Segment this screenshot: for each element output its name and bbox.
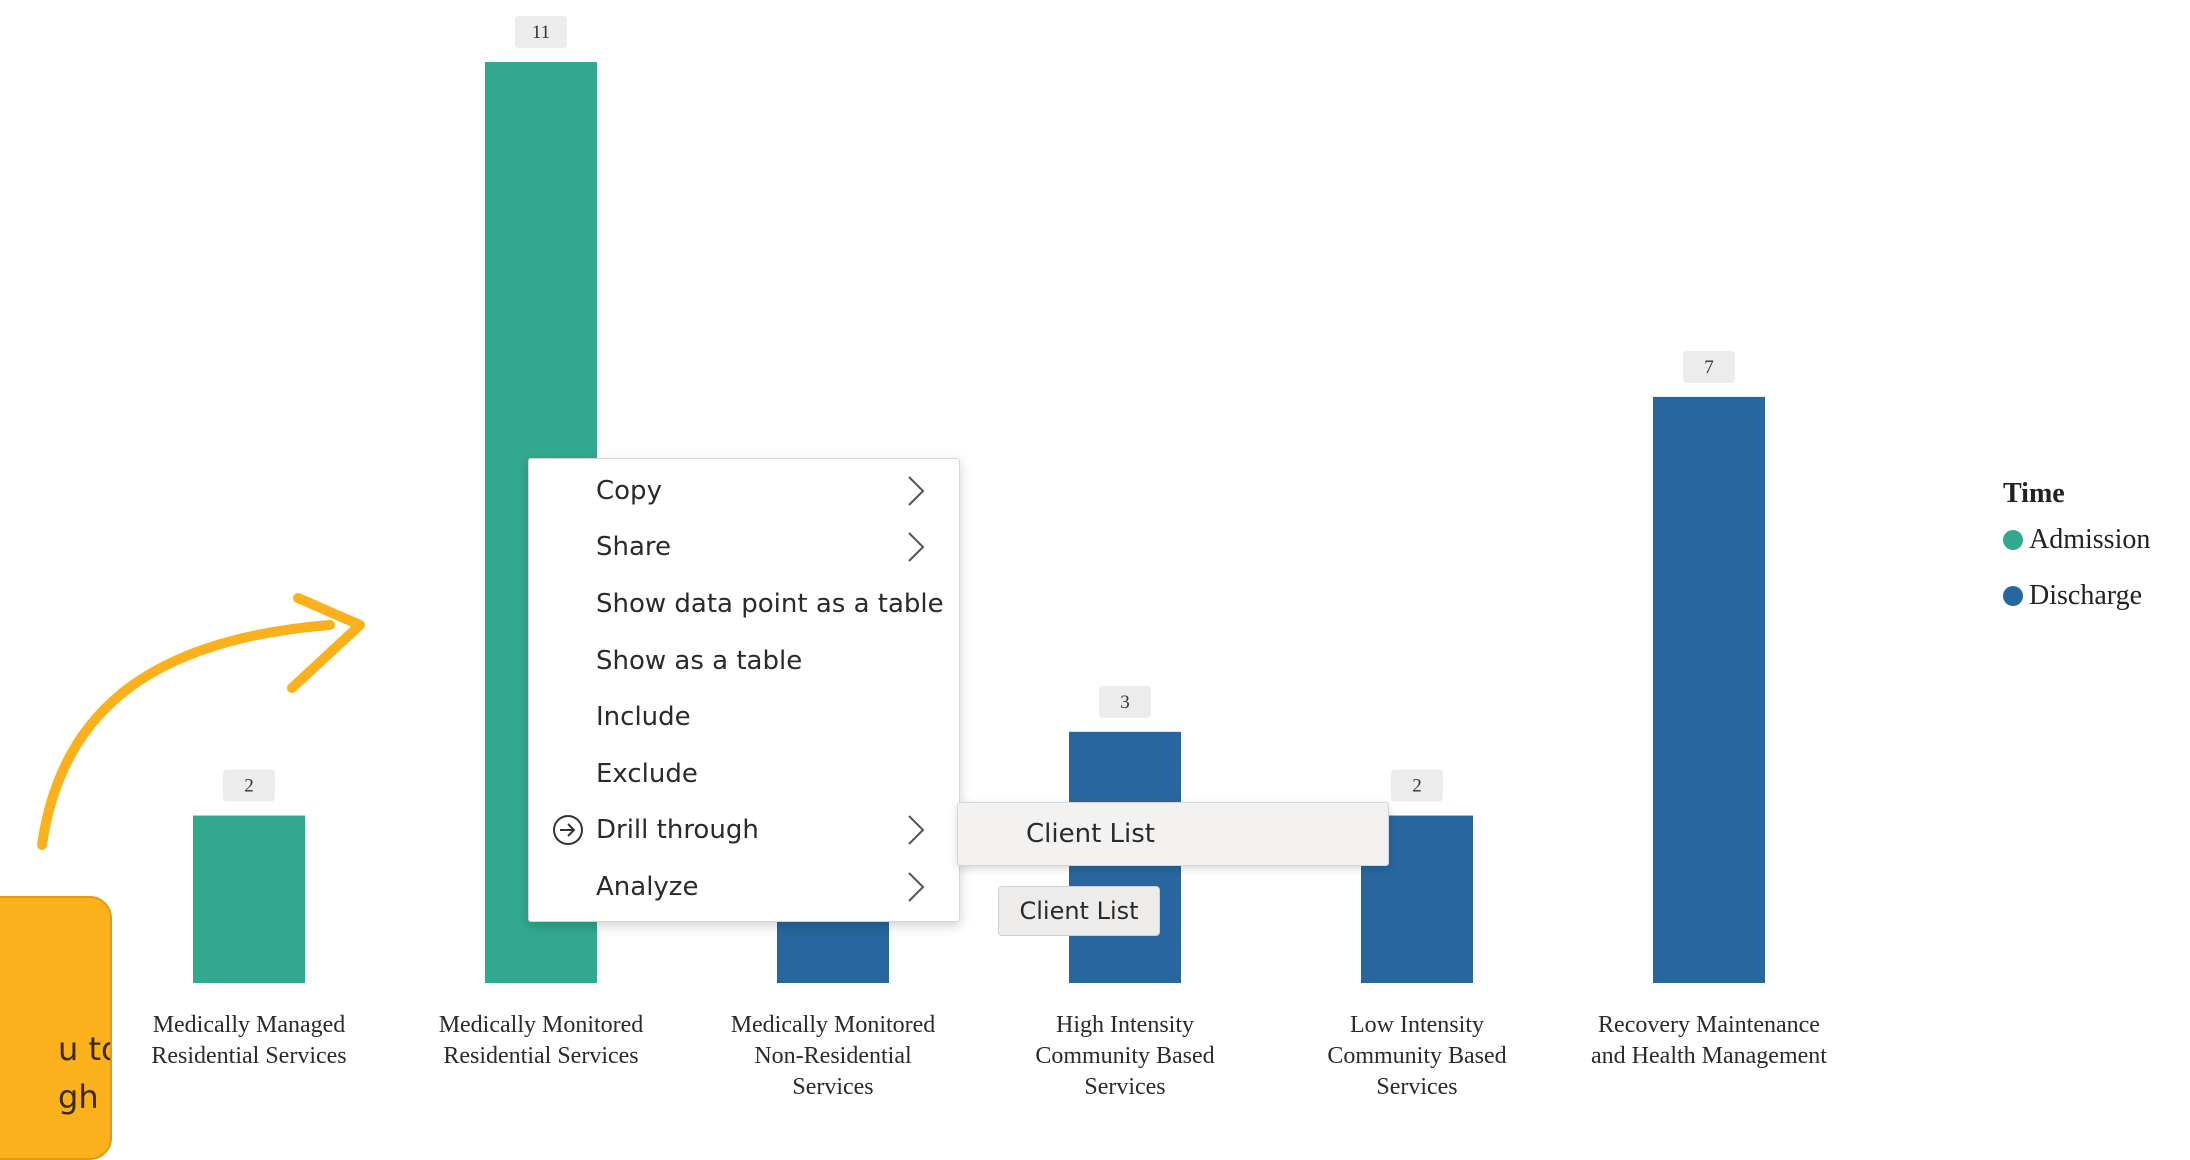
chevron-right-icon (908, 532, 925, 562)
menu-item-copy[interactable]: Copy (529, 463, 959, 519)
data-label: 3 (1099, 685, 1151, 718)
legend-title: Time (2003, 478, 2065, 509)
chevron-right-icon (908, 815, 925, 845)
data-label: 2 (1391, 769, 1443, 802)
data-label: 2 (223, 769, 275, 802)
data-label: 11 (515, 16, 567, 48)
data-label-text: 3 (1120, 692, 1130, 713)
x-tick-label: Low Intensity Community Based Services (1327, 1012, 1506, 1100)
x-tick-label: Medically Monitored Non-Residential Servic… (731, 1012, 936, 1100)
data-label-text: 11 (532, 22, 550, 43)
data-label: 7 (1683, 350, 1735, 383)
legend-dot-icon (2003, 586, 2023, 606)
legend-dot-icon (2003, 530, 2023, 550)
data-label-text: 7 (1704, 357, 1714, 378)
callout-box: g u to gh (0, 896, 112, 1160)
bar-discharge-5[interactable] (1653, 396, 1765, 984)
legend-label: Admission (2029, 524, 2151, 555)
x-tick-label: Recovery Maintenance and Health Managemen… (1591, 1012, 1827, 1069)
menu-item-label: Analyze (596, 872, 699, 902)
callout-text-line: u to (58, 1030, 110, 1068)
submenu-item-label: Client List (1026, 819, 1155, 849)
x-tick-label: High Intensity Community Based Services (1035, 1012, 1214, 1100)
legend-item-discharge[interactable]: Discharge (2003, 580, 2150, 612)
drill-through-icon (553, 815, 583, 845)
menu-item-label: Include (596, 702, 691, 732)
tooltip: Client List (998, 886, 1160, 936)
menu-item-show-as-table[interactable]: Show as a table (529, 633, 959, 689)
bar-chart: 2 11 3 2 7 Medically Managed Residential Servi… (151, 16, 1827, 1100)
data-label-text: 2 (244, 776, 254, 797)
legend-label: Discharge (2029, 580, 2142, 611)
context-menu: Copy Share Show data point as a table Sh… (528, 458, 960, 922)
menu-item-label: Drill through (596, 815, 759, 845)
data-label-background (1683, 350, 1735, 383)
chevron-right-icon (908, 476, 925, 506)
menu-item-analyze[interactable]: Analyze (529, 859, 959, 915)
submenu-item-client-list[interactable]: Client List (957, 802, 1389, 866)
menu-item-drill-through[interactable]: Drill through (529, 802, 959, 858)
menu-item-label: Show data point as a table (596, 589, 944, 619)
data-label-background (1391, 769, 1443, 802)
menu-item-label: Show as a table (596, 646, 803, 676)
tooltip-text: Client List (1019, 897, 1139, 925)
menu-item-label: Share (596, 532, 672, 562)
menu-item-exclude[interactable]: Exclude (529, 746, 959, 802)
menu-item-include[interactable]: Include (529, 689, 959, 745)
menu-item-label: Copy (596, 476, 662, 506)
menu-item-label: Exclude (596, 759, 698, 789)
chart-legend: Time Admission Discharge (2003, 478, 2150, 636)
chevron-right-icon (908, 872, 925, 902)
data-label-text: 2 (1412, 776, 1422, 797)
callout-text-line: gh (58, 1078, 99, 1116)
data-label-background (1099, 685, 1151, 718)
x-tick-label: Medically Managed Residential Services (151, 1012, 346, 1069)
bar-admission-0[interactable] (193, 815, 305, 983)
legend-item-admission[interactable]: Admission (2003, 524, 2150, 556)
menu-item-show-data-point-as-table[interactable]: Show data point as a table (529, 576, 959, 632)
x-tick-label: Medically Monitored Residential Services (439, 1012, 644, 1069)
menu-item-share[interactable]: Share (529, 519, 959, 575)
data-label-background (515, 16, 567, 48)
